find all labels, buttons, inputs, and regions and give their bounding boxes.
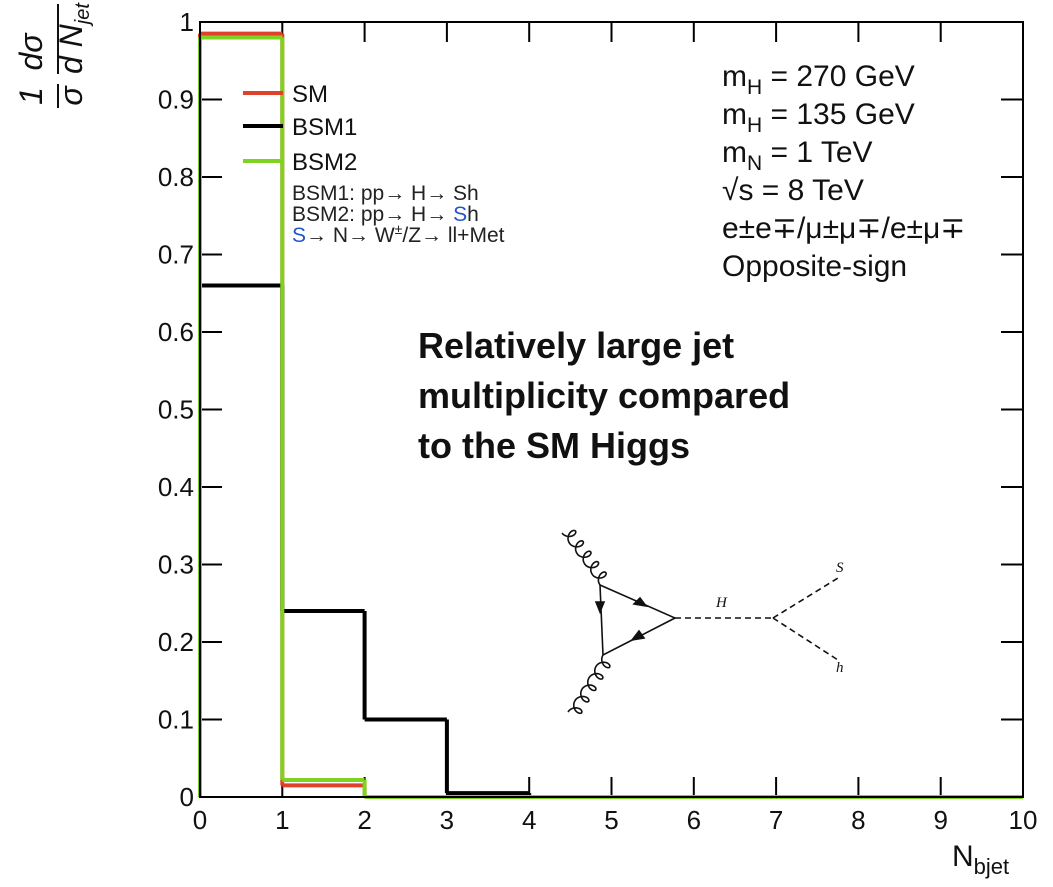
legend-note-part: S bbox=[292, 224, 306, 247]
annotation: Relatively large jet bbox=[418, 325, 734, 366]
y-tick-label: 0.5 bbox=[158, 395, 194, 425]
x-tick-label: 2 bbox=[357, 805, 371, 835]
legend-note: BSM2: pp→ H→ Sh bbox=[292, 203, 479, 226]
arrow bbox=[630, 629, 646, 642]
info-text-part: e±e∓/μ±μ∓/e±μ∓ bbox=[722, 212, 965, 245]
annotation: multiplicity compared bbox=[418, 375, 790, 416]
info-text: e±e∓/μ±μ∓/e±μ∓ bbox=[722, 212, 965, 245]
legend-label: BSM2 bbox=[292, 149, 357, 176]
legend-note-part: /Z→ ll+Met bbox=[402, 224, 504, 247]
info-text: √s = 8 TeV bbox=[722, 174, 864, 207]
info-text-part: H bbox=[747, 76, 762, 99]
info-text: Opposite-sign bbox=[722, 250, 907, 283]
x-tick-label: 10 bbox=[1009, 805, 1038, 835]
info-text-part: H bbox=[747, 114, 762, 137]
legend-note: S→ N→ W±/Z→ ll+Met bbox=[292, 221, 505, 247]
y-tick-label: 0.6 bbox=[158, 317, 194, 347]
arrow bbox=[594, 601, 606, 615]
gluon bbox=[567, 654, 611, 715]
info-text-part: = 270 GeV bbox=[762, 60, 915, 93]
info-text-part: = 1 TeV bbox=[762, 136, 872, 169]
legend-note-part: BSM1: pp→ H→ Sh bbox=[292, 182, 479, 205]
plot-frame bbox=[199, 21, 1024, 798]
y-tick-label: 0.7 bbox=[158, 240, 194, 270]
info-text: mH = 135 GeV bbox=[722, 98, 915, 137]
y-tick-label: 1 bbox=[180, 7, 194, 37]
x-tick-label: 4 bbox=[522, 805, 536, 835]
y-tick-label: 0.4 bbox=[158, 472, 194, 502]
legend-note-part: h bbox=[467, 203, 479, 226]
y-axis-label: 1 σ dσ d Njet bbox=[13, 2, 94, 108]
y-tick-label: 0.3 bbox=[158, 550, 194, 580]
legend-note: BSM1: pp→ H→ Sh bbox=[292, 182, 479, 205]
x-tick-label: 5 bbox=[604, 805, 618, 835]
info-text: mH = 270 GeV bbox=[722, 60, 915, 99]
x-tick-label: 8 bbox=[851, 805, 865, 835]
legend-label: BSM1 bbox=[292, 114, 357, 141]
y-tick-label: 0 bbox=[180, 782, 194, 812]
info-text-part: m bbox=[722, 60, 747, 93]
legend-note-part: S bbox=[453, 203, 467, 226]
info-text-part: m bbox=[722, 136, 747, 169]
y-tick-label: 0.9 bbox=[158, 85, 194, 115]
y-tick-label: 0.8 bbox=[158, 162, 194, 192]
info-text: mN = 1 TeV bbox=[722, 136, 873, 175]
y-label-part: 1 bbox=[13, 87, 49, 105]
legend-label: SM bbox=[292, 81, 328, 108]
legend-note-part: ± bbox=[395, 221, 403, 237]
x-label-part: N bbox=[952, 840, 974, 873]
info-text-part: Opposite-sign bbox=[722, 250, 907, 283]
y-tick-label: 0.2 bbox=[158, 627, 194, 657]
x-label-part: bjet bbox=[974, 854, 1009, 879]
arrow bbox=[632, 596, 648, 608]
diagram-label: H bbox=[715, 595, 728, 611]
y-label-part: d N bbox=[53, 23, 89, 74]
y-label-part: σ bbox=[53, 85, 89, 106]
y-label-part: d Njet bbox=[53, 2, 94, 74]
x-tick-label: 0 bbox=[193, 805, 207, 835]
x-tick-label: 6 bbox=[687, 805, 701, 835]
feynman-diagram: H S h bbox=[561, 529, 844, 715]
y-tick-label: 0.1 bbox=[158, 705, 194, 735]
x-axis-label: Nbjet bbox=[952, 840, 1009, 879]
info-text-part: m bbox=[722, 98, 747, 131]
legend-note-part: BSM2: pp→ H→ bbox=[292, 203, 453, 226]
legend-note-part: → N→ W bbox=[306, 224, 395, 247]
info-text-part: √s = 8 TeV bbox=[722, 174, 864, 207]
scalar-lines bbox=[675, 577, 839, 661]
x-tick-label: 1 bbox=[275, 805, 289, 835]
y-label-part: jet bbox=[72, 2, 94, 28]
diagram-label: S bbox=[836, 560, 844, 576]
y-label-part: dσ bbox=[13, 32, 49, 71]
x-tick-label: 3 bbox=[440, 805, 454, 835]
annotation: to the SM Higgs bbox=[418, 425, 690, 466]
gluon bbox=[561, 529, 608, 586]
x-tick-label: 9 bbox=[933, 805, 947, 835]
x-tick-label: 7 bbox=[769, 805, 783, 835]
info-text-part: N bbox=[747, 152, 762, 175]
info-text-part: = 135 GeV bbox=[762, 98, 915, 131]
diagram-label: h bbox=[836, 660, 844, 676]
